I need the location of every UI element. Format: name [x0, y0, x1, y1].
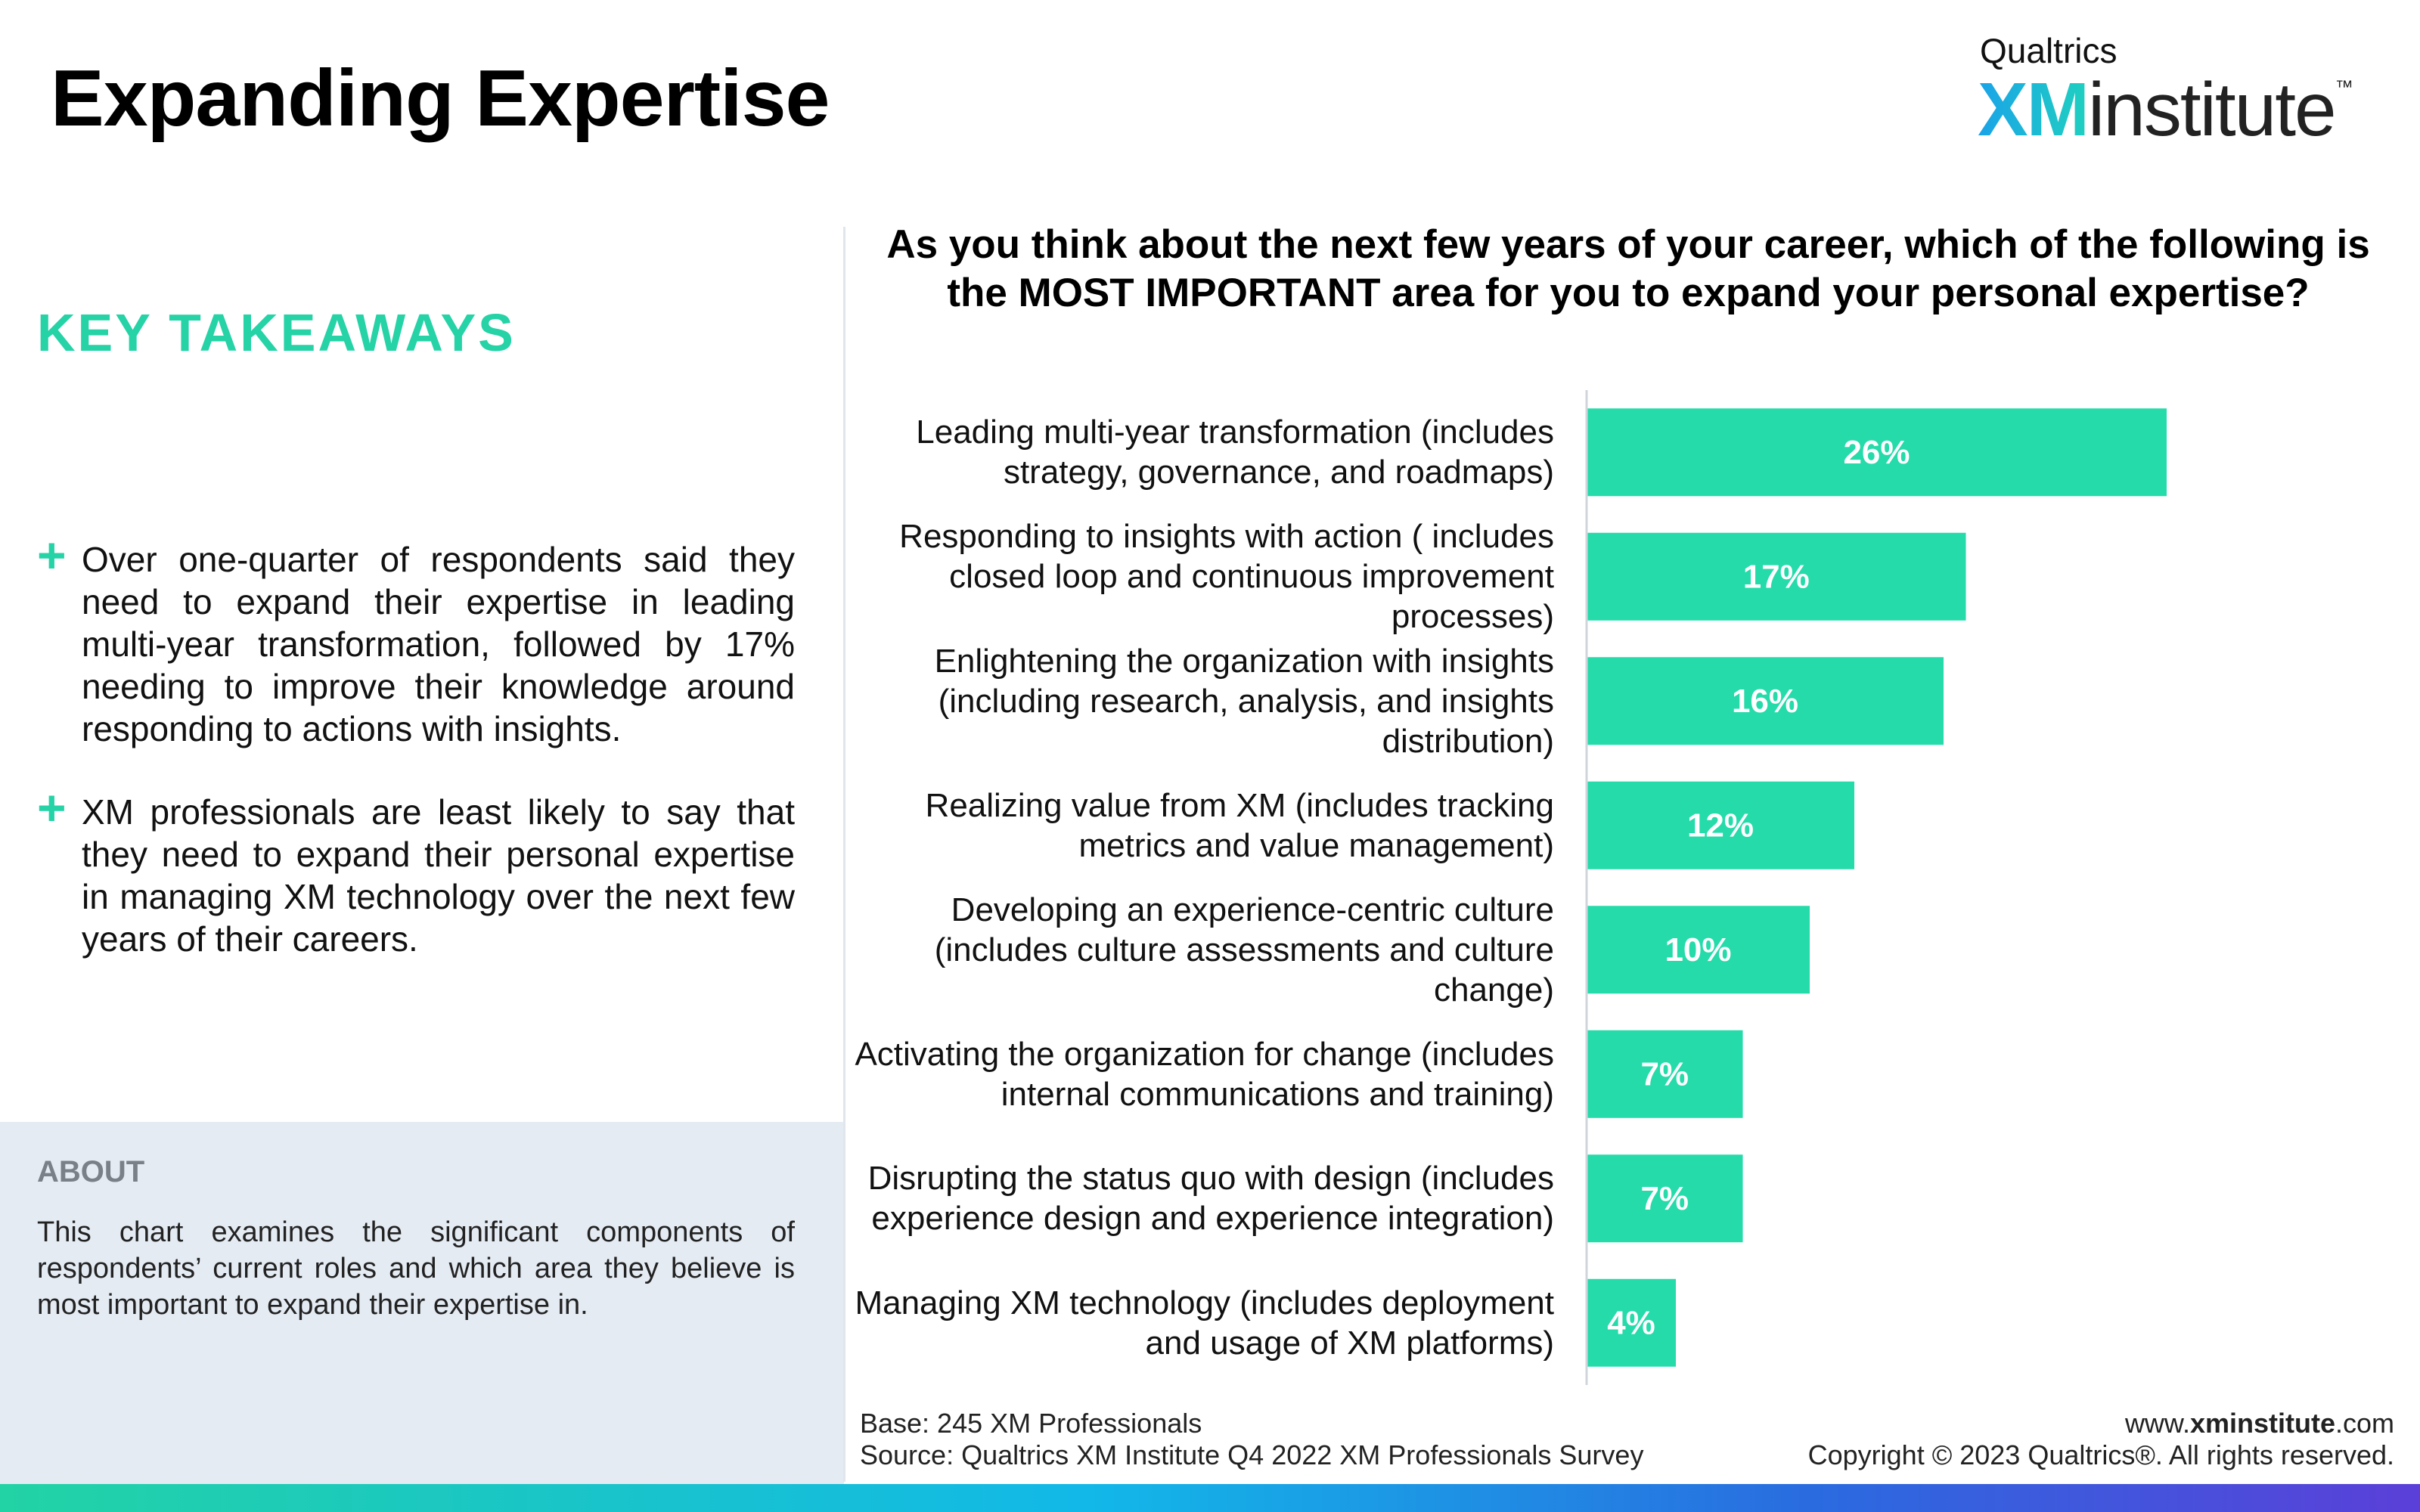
data-label: 26%: [1843, 434, 1910, 471]
category-label: Activating the organization for change (…: [855, 1035, 1554, 1113]
logo-tm: ™: [2335, 77, 2353, 98]
category-label: Developing an experience-centric culture…: [934, 891, 1554, 1009]
source-note: Source: Qualtrics XM Institute Q4 2022 X…: [860, 1439, 1644, 1470]
copyright: Copyright © 2023 Qualtrics®. All rights …: [1807, 1439, 2394, 1470]
category-label: Responding to insights with action ( inc…: [899, 518, 1554, 636]
bar: [1587, 657, 1944, 745]
website: www.xminstitute.com: [2125, 1408, 2394, 1439]
page-title: Expanding Expertise: [51, 54, 830, 143]
bottom-band: [0, 1484, 2420, 1512]
bar: [1587, 1278, 1676, 1367]
bar: [1587, 906, 1810, 994]
chart-title: As you think about the next few years of…: [886, 222, 2370, 315]
category-label: Managing XM technology (includes deploym…: [855, 1284, 1554, 1362]
url-part: www.: [2124, 1408, 2190, 1439]
logo-name: institute: [2088, 67, 2337, 152]
category-label: Realizing value from XM (includes tracki…: [925, 786, 1554, 864]
data-label: 7%: [1640, 1180, 1689, 1217]
category-label: Leading multi-year transformation (inclu…: [916, 414, 1554, 491]
data-label: 4%: [1607, 1304, 1655, 1341]
url-part: xminstitute: [2189, 1408, 2335, 1439]
bar: [1587, 1030, 1743, 1118]
data-label: 16%: [1732, 683, 1798, 720]
bar: [1587, 532, 1966, 621]
data-label: 7%: [1640, 1055, 1689, 1092]
bullet-marker: +: [37, 779, 67, 835]
bar: [1587, 1154, 1743, 1243]
logo: XMinstitute™: [1978, 67, 2353, 153]
about-heading: ABOUT: [37, 1155, 145, 1188]
about-text: This chart examines the significant comp…: [37, 1216, 795, 1321]
takeaway-text: XM professionals are least likely to say…: [82, 792, 795, 959]
separator: [843, 227, 845, 1482]
category-label: Disrupting the status quo with design (i…: [867, 1160, 1554, 1238]
data-label: 10%: [1665, 931, 1731, 968]
url-part: .com: [2335, 1408, 2394, 1439]
logo-brand: Qualtrics: [1980, 31, 2118, 70]
data-label: 12%: [1687, 807, 1754, 844]
data-label: 17%: [1743, 558, 1810, 595]
category-label: Enlightening the organization with insig…: [934, 642, 1554, 760]
takeaways-heading: KEY TAKEAWAYS: [37, 303, 516, 362]
bullet-marker: +: [37, 527, 67, 583]
takeaway-text: Over one-quarter of respondents said the…: [82, 540, 795, 748]
bar: [1587, 408, 2167, 497]
about-panel: [0, 1122, 844, 1484]
base-note: Base: 245 XM Professionals: [860, 1408, 1202, 1439]
bar: [1587, 781, 1854, 869]
logo-xm: XM: [1978, 67, 2090, 152]
